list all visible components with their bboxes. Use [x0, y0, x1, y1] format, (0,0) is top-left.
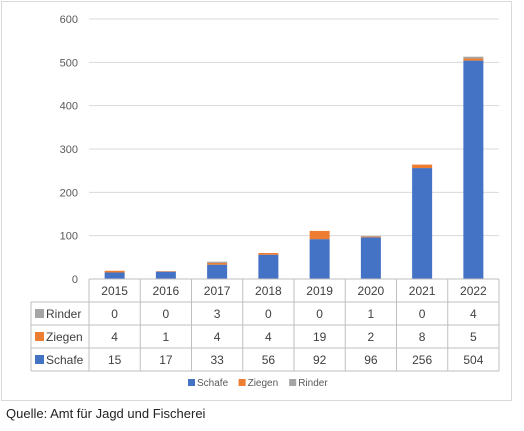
table-row-label: Rinder — [46, 307, 81, 321]
x-tick-label: 2020 — [358, 284, 385, 298]
table-cell-value: 0 — [111, 307, 118, 321]
bar-schafe-2016 — [155, 271, 176, 279]
y-tick-label: 600 — [60, 14, 78, 26]
bar-ziegen-2022 — [463, 58, 484, 61]
table-cell-value: 2 — [368, 330, 375, 344]
bar-ziegen-2017 — [207, 262, 228, 265]
table-cell-value: 0 — [163, 307, 170, 321]
table-cell-value: 17 — [159, 353, 173, 367]
y-tick-label: 0 — [72, 274, 78, 286]
table-cell-value: 3 — [214, 307, 221, 321]
table-cell-value: 5 — [470, 330, 477, 344]
table-legend-key-rinder — [35, 309, 44, 318]
x-tick-label: 2015 — [101, 284, 128, 298]
y-tick-label: 100 — [60, 231, 78, 243]
bar-schafe-2019 — [309, 239, 330, 279]
bar-schafe-2022 — [463, 60, 484, 279]
legend-label: Ziegen — [248, 378, 279, 389]
bar-schafe-2017 — [207, 264, 228, 279]
table-row-label: Schafe — [46, 353, 84, 367]
table-cell-value: 8 — [419, 330, 426, 344]
table-cell-value: 1 — [368, 307, 375, 321]
bar-ziegen-2019 — [309, 230, 330, 240]
legend-label: Rinder — [298, 378, 328, 389]
table-cell-value: 4 — [470, 307, 477, 321]
bar-ziegen-2021 — [412, 164, 433, 169]
x-tick-label: 2022 — [460, 284, 487, 298]
table-cell-value: 504 — [463, 353, 483, 367]
table-cell-value: 0 — [265, 307, 272, 321]
bar-ziegen-2020 — [360, 236, 381, 238]
bar-schafe-2015 — [104, 272, 125, 279]
x-tick-label: 2016 — [153, 284, 180, 298]
chart-frame: 0 100 200 300 400 500 600 2015 2016 2017 2018 2019 2… — [1, 1, 512, 401]
x-tick-label: 2021 — [409, 284, 436, 298]
table-cell-value: 56 — [262, 353, 276, 367]
legend-key-ziegen — [238, 379, 246, 386]
bar-ziegen-2015 — [104, 270, 125, 273]
table-cell-value: 33 — [210, 353, 224, 367]
table-cell-value: 4 — [265, 330, 272, 344]
table-cell-value: 96 — [364, 353, 378, 367]
bar-schafe-2021 — [412, 168, 433, 279]
bar-schafe-2020 — [360, 237, 381, 279]
table-legend-key-ziegen — [35, 332, 44, 341]
table-legend-key-schafe — [35, 355, 44, 364]
bar-rinder-2022 — [463, 56, 484, 59]
table-cell-value: 92 — [313, 353, 327, 367]
bar-rinder-2017 — [207, 261, 228, 263]
y-tick-label: 400 — [60, 101, 78, 113]
table-cell-value: 4 — [214, 330, 221, 344]
table-cell-value: 0 — [316, 307, 323, 321]
table-cell-value: 0 — [419, 307, 426, 321]
bar-ziegen-2016 — [155, 271, 176, 272]
y-tick-label: 300 — [60, 144, 78, 156]
table-cell-value: 256 — [412, 353, 432, 367]
table-cell-value: 4 — [111, 330, 118, 344]
bar-rinder-2020 — [360, 236, 381, 237]
legend-key-schafe — [188, 379, 195, 386]
legend-label: Schafe — [197, 378, 229, 389]
table-cell-value: 19 — [313, 330, 327, 344]
bar-ziegen-2018 — [258, 253, 279, 255]
legend-key-rinder — [289, 379, 297, 386]
source-note: Quelle: Amt für Jagd und Fischerei — [6, 406, 206, 421]
table-row-label: Ziegen — [46, 330, 83, 344]
y-tick-label: 200 — [60, 187, 78, 199]
table-cell-value: 1 — [163, 330, 170, 344]
bar-schafe-2018 — [258, 254, 279, 279]
x-tick-label: 2017 — [204, 284, 231, 298]
table-cell-value: 15 — [108, 353, 122, 367]
x-tick-label: 2018 — [255, 284, 282, 298]
y-tick-label: 500 — [60, 57, 78, 69]
x-tick-label: 2019 — [306, 284, 333, 298]
